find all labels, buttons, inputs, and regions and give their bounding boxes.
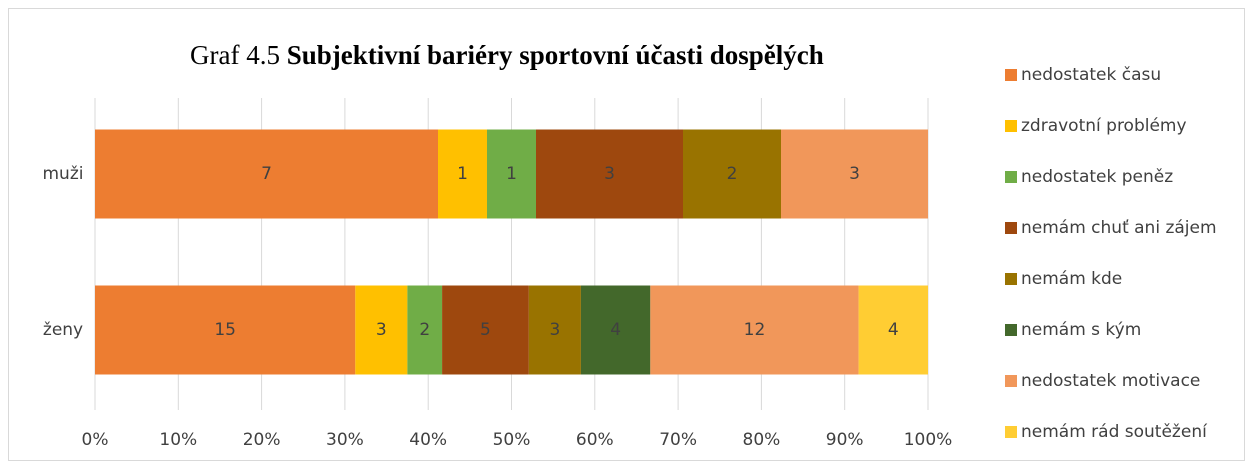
legend-swatch bbox=[1005, 426, 1017, 438]
x-tick-label: 100% bbox=[904, 430, 953, 450]
data-label: 1 bbox=[457, 164, 468, 184]
data-label: 15 bbox=[214, 320, 236, 340]
bar-segment bbox=[95, 285, 356, 375]
y-tick-label: ženy bbox=[43, 320, 83, 340]
legend-label: nedostatek motivace bbox=[1021, 371, 1200, 391]
data-label: 5 bbox=[480, 320, 491, 340]
legend-label: nemám chuť ani zájem bbox=[1021, 218, 1217, 238]
bar-segment bbox=[858, 285, 928, 375]
bar-segment bbox=[95, 129, 438, 219]
data-label: 1 bbox=[506, 164, 517, 184]
data-label: 7 bbox=[261, 164, 272, 184]
y-tick-label: muži bbox=[43, 164, 84, 184]
title-prefix: Graf 4.5 bbox=[190, 40, 280, 70]
bar-segment bbox=[442, 285, 529, 375]
x-tick-label: 60% bbox=[576, 430, 614, 450]
bar-segment bbox=[528, 285, 581, 375]
x-tick-label: 50% bbox=[493, 430, 531, 450]
legend-swatch bbox=[1005, 69, 1017, 81]
data-label: 4 bbox=[888, 320, 899, 340]
chart-title: Graf 4.5 Subjektivní bariéry sportovní ú… bbox=[190, 40, 824, 70]
legend-label: nemám rád soutěžení bbox=[1021, 422, 1208, 442]
data-label: 3 bbox=[376, 320, 387, 340]
legend-label: zdravotní problémy bbox=[1021, 116, 1187, 136]
x-tick-label: 30% bbox=[326, 430, 364, 450]
x-tick-label: 20% bbox=[243, 430, 281, 450]
legend-label: nemám s kým bbox=[1021, 320, 1141, 340]
bar-segment bbox=[355, 285, 408, 375]
bar-segment bbox=[580, 285, 651, 375]
data-label: 2 bbox=[727, 164, 738, 184]
data-label: 4 bbox=[610, 320, 621, 340]
legend-label: nedostatek peněz bbox=[1021, 167, 1173, 187]
x-tick-label: 10% bbox=[159, 430, 197, 450]
data-label: 2 bbox=[419, 320, 430, 340]
bar-segment bbox=[487, 129, 536, 219]
bar-segment bbox=[781, 129, 928, 219]
chart-border bbox=[8, 8, 1245, 461]
bar-segment bbox=[407, 285, 443, 375]
legend-swatch bbox=[1005, 120, 1017, 132]
x-tick-label: 40% bbox=[409, 430, 447, 450]
legend-swatch bbox=[1005, 171, 1017, 183]
legend-swatch bbox=[1005, 222, 1017, 234]
title-main: Subjektivní bariéry sportovní účasti dos… bbox=[287, 40, 824, 70]
bar-segment bbox=[650, 285, 859, 375]
data-label: 12 bbox=[744, 320, 766, 340]
x-tick-label: 0% bbox=[82, 430, 109, 450]
bar-segment bbox=[683, 129, 781, 219]
x-tick-label: 90% bbox=[826, 430, 864, 450]
data-label: 3 bbox=[849, 164, 860, 184]
legend-swatch bbox=[1005, 273, 1017, 285]
legend-swatch bbox=[1005, 324, 1017, 336]
x-tick-label: 70% bbox=[659, 430, 697, 450]
data-label: 3 bbox=[604, 164, 615, 184]
legend-swatch bbox=[1005, 375, 1017, 387]
legend-label: nedostatek času bbox=[1021, 65, 1161, 85]
bar-segment bbox=[438, 129, 487, 219]
legend-label: nemám kde bbox=[1021, 269, 1122, 289]
x-tick-label: 80% bbox=[743, 430, 781, 450]
data-label: 3 bbox=[549, 320, 560, 340]
bar-segment bbox=[536, 129, 683, 219]
